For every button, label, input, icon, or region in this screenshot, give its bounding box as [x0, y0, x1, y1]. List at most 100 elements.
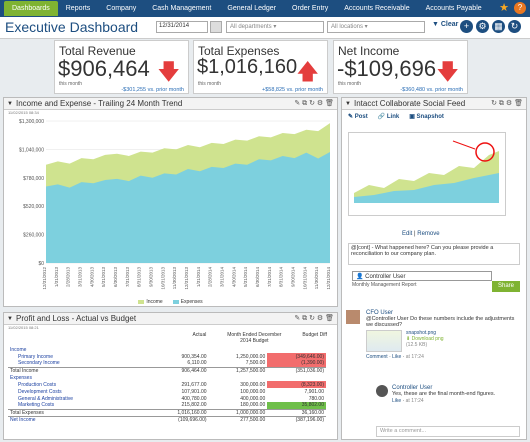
y-tick-label: $780,000: [23, 176, 44, 182]
tab-accounts-receivable[interactable]: Accounts Receivable: [344, 5, 410, 12]
kpi-value: -$109,696: [337, 56, 437, 81]
row-label: Net Income: [10, 416, 36, 423]
collapse-icon[interactable]: ▼: [7, 316, 13, 322]
table-row: General & Administrative 400,780.00 400,00…: [8, 395, 326, 402]
share-button[interactable]: Share: [492, 281, 520, 292]
kpi-total-expenses[interactable]: Total Expenses $1,016,160 this month +$5…: [193, 40, 328, 94]
add-icon[interactable]: +: [460, 20, 473, 33]
tab-dashboards[interactable]: Dashboards: [4, 1, 58, 16]
x-tick-label: 1/31/2013: [54, 267, 59, 288]
table-row: Expenses: [8, 374, 326, 381]
kpi-total-revenue[interactable]: Total Revenue $906,464 this month -$301,…: [54, 40, 189, 94]
cell-a: 400,780.00: [181, 395, 207, 402]
like-link[interactable]: Like: [392, 398, 402, 404]
file-link[interactable]: snapshot.png: [406, 330, 437, 336]
x-tick-label: 1/31/2014: [196, 267, 201, 288]
panel-tools[interactable]: ✎ ⧉ ↻ ⚙ 🗑: [294, 100, 334, 107]
link-tab[interactable]: 🔗 Link: [377, 114, 400, 120]
kpi-compare: +$58,825 vs. prior month: [262, 87, 323, 93]
row-label[interactable]: Primary Income: [18, 353, 54, 360]
series-area-expenses[interactable]: [46, 152, 330, 263]
y-tick-label: $520,000: [23, 204, 44, 210]
download-link[interactable]: ⬇ Download png: [406, 336, 444, 342]
x-tick-label: 7/31/2014: [267, 267, 272, 288]
snapshot-tab[interactable]: ▣ Snapshot: [409, 114, 444, 120]
panel-title: Profit and Loss - Actual vs Budget: [16, 314, 137, 323]
row-label[interactable]: General & Administrative: [18, 395, 74, 402]
arrow-down-icon: 🡇: [436, 59, 459, 84]
departments-select[interactable]: All departments ▾: [226, 21, 324, 33]
col-budget: Month Ended December 2014 Budget: [227, 332, 282, 344]
snapshot-preview: [348, 132, 506, 216]
mention-suggestion[interactable]: 👤 Controller User: [352, 271, 492, 281]
layout-icon[interactable]: ▦: [492, 20, 505, 33]
kpi-net-income[interactable]: Net Income -$109,696 this month -$360,48…: [333, 40, 468, 94]
clear-filter-button[interactable]: ▼ Clear: [432, 21, 459, 28]
x-tick-label: 5/31/2014: [243, 267, 248, 288]
row-label[interactable]: Secondary Income: [18, 360, 60, 367]
trend-panel: ▼ Income and Expense - Trailing 24 Month…: [3, 97, 338, 307]
x-tick-label: 8/31/2013: [137, 267, 142, 288]
arrow-down-icon: 🡇: [157, 59, 180, 84]
x-tick-label: 4/30/2013: [89, 267, 94, 288]
row-label[interactable]: Production Costs: [18, 381, 57, 388]
cell-a: (109,696.00): [178, 416, 207, 423]
tab-company[interactable]: Company: [106, 5, 137, 12]
comment-input[interactable]: Write a comment...: [376, 426, 520, 437]
cell-b: 100,000.00: [240, 388, 266, 395]
table-row: Net Income (109,696.00) 277,500.00 (387,196…: [8, 416, 326, 423]
cell-b: [209, 374, 268, 381]
snapshot-thumbnail[interactable]: [366, 330, 402, 352]
like-link[interactable]: Like: [392, 354, 402, 360]
reply-text: Yes, these are the final month-end figur…: [392, 391, 496, 397]
row-label[interactable]: Development Costs: [18, 388, 62, 395]
panel-header: ▼ Income and Expense - Trailing 24 Month…: [4, 98, 337, 110]
social-tabs: ✎ Post 🔗 Link ▣ Snapshot: [348, 113, 520, 120]
x-tick-label: 9/30/2013: [149, 267, 154, 288]
kpi-value: $906,464: [58, 56, 150, 81]
y-tick-label: $0: [38, 261, 44, 267]
tab-cash-management[interactable]: Cash Management: [152, 5, 212, 12]
panel-tools[interactable]: ↻ ⧉ ⚙ 🗑: [491, 100, 523, 107]
row-label[interactable]: Marketing Costs: [18, 402, 55, 409]
tab-general-ledger[interactable]: General Ledger: [227, 5, 277, 12]
calendar-icon[interactable]: [210, 21, 222, 33]
gear-icon[interactable]: ⚙: [476, 20, 489, 33]
remove-link[interactable]: Remove: [417, 231, 440, 237]
cell-a: 900,354.00: [181, 353, 207, 360]
tab-accounts-payable[interactable]: Accounts Payable: [425, 5, 482, 12]
cell-a: [150, 374, 209, 381]
comment-link[interactable]: Comment: [366, 354, 388, 360]
post-author[interactable]: CFO User: [366, 310, 393, 316]
post-tab[interactable]: ✎ Post: [348, 114, 368, 120]
table-row: Income: [8, 346, 326, 353]
panel-tools[interactable]: ✎ ⧉ ↻ ⚙ 🗑: [294, 315, 334, 322]
kpi-label: Total Revenue: [59, 44, 136, 58]
table-row: Production Costs 291,677.00 300,000.00 (8,3…: [8, 381, 326, 388]
refresh-icon[interactable]: ↻: [508, 20, 521, 33]
star-icon[interactable]: ★: [499, 2, 509, 14]
snapshot-actions: Edit | Remove: [402, 231, 440, 237]
cell-d: 36,160.00: [301, 409, 324, 416]
collapse-icon[interactable]: ▼: [345, 101, 351, 107]
feed-post: CFO User @Controller User Do these numbe…: [346, 310, 520, 360]
date-input[interactable]: 12/31/2014: [156, 21, 208, 33]
help-icon[interactable]: ?: [514, 2, 526, 14]
tab-order-entry[interactable]: Order Entry: [292, 5, 329, 12]
cell-b: 300,000.00: [240, 381, 266, 388]
y-tick-label: $1,300,000: [19, 119, 44, 125]
cell-d: (387,196.00): [295, 416, 324, 423]
cell-d: 7,901.00: [267, 388, 326, 395]
file-size: (12.5 KB): [406, 342, 428, 348]
edit-link[interactable]: Edit: [402, 231, 413, 237]
legend-income: Income: [138, 299, 163, 305]
message-input[interactable]: @[cont] - What happened here? Can you pl…: [348, 243, 520, 265]
reply-author[interactable]: Controller User: [392, 385, 433, 391]
legend-expenses: Expenses: [172, 299, 203, 305]
collapse-icon[interactable]: ▼: [7, 101, 13, 107]
tab-reports[interactable]: Reports: [65, 5, 91, 12]
row-label: Total Income: [10, 367, 39, 374]
feed-reply: Controller User Yes, these are the final…: [376, 385, 526, 404]
kpi-compare: -$301,255 vs. prior month: [121, 87, 184, 93]
locations-select[interactable]: All locations ▾: [327, 21, 425, 33]
